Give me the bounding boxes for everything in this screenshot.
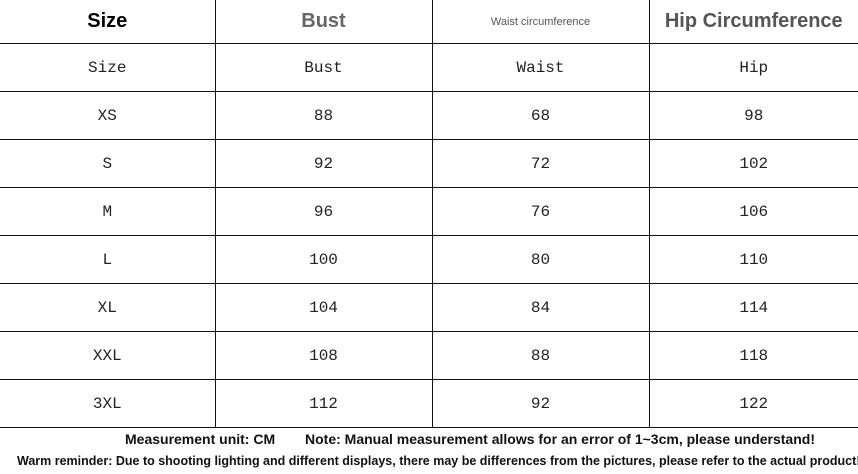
column-header: Bust <box>214 43 433 92</box>
table-cell: 92 <box>214 139 433 188</box>
header-size: Size <box>0 0 216 44</box>
table-row: XS 88 68 98 <box>0 91 858 140</box>
table-cell: XXL <box>0 331 216 380</box>
column-header-row: Size Bust Waist Hip <box>0 43 858 92</box>
table-cell: 88 <box>214 91 433 140</box>
table-cell: 3XL <box>0 379 216 428</box>
table-cell: 96 <box>214 187 433 236</box>
header-hip: Hip Circumference <box>648 0 858 44</box>
table-cell: 80 <box>431 235 650 284</box>
table-cell: 102 <box>648 139 858 188</box>
table-cell: 84 <box>431 283 650 332</box>
table-row: M 96 76 106 <box>0 187 858 236</box>
table-cell: XS <box>0 91 216 140</box>
title-header-row: Size Bust Waist circumference Hip Circum… <box>0 0 858 44</box>
measurement-unit: Measurement unit: CM <box>125 431 276 447</box>
table-cell: 92 <box>431 379 650 428</box>
table-cell: 122 <box>648 379 858 428</box>
table-cell: 100 <box>214 235 433 284</box>
table-cell: 72 <box>431 139 650 188</box>
table-cell: 118 <box>648 331 858 380</box>
table-cell: L <box>0 235 216 284</box>
size-chart-table: Size Bust Waist circumference Hip Circum… <box>0 0 858 428</box>
header-waist: Waist circumference <box>431 0 650 44</box>
table-cell: 76 <box>431 187 650 236</box>
table-cell: 104 <box>214 283 433 332</box>
header-bust: Bust <box>214 0 433 44</box>
column-header: Hip <box>648 43 858 92</box>
table-cell: 108 <box>214 331 433 380</box>
table-row: S 92 72 102 <box>0 139 858 188</box>
column-header: Size <box>0 43 216 92</box>
table-cell: S <box>0 139 216 188</box>
measurement-note: Note: Manual measurement allows for an e… <box>305 431 815 447</box>
table-cell: 110 <box>648 235 858 284</box>
table-cell: 114 <box>648 283 858 332</box>
table-row: L 100 80 110 <box>0 235 858 284</box>
table-cell: 106 <box>648 187 858 236</box>
table-cell: 112 <box>214 379 433 428</box>
table-row: 3XL 112 92 122 <box>0 379 858 428</box>
warm-reminder: Warm reminder: Due to shooting lighting … <box>17 454 858 468</box>
table-cell: M <box>0 187 216 236</box>
column-header: Waist <box>431 43 650 92</box>
table-cell: 68 <box>431 91 650 140</box>
table-row: XXL 108 88 118 <box>0 331 858 380</box>
table-cell: 98 <box>648 91 858 140</box>
table-cell: 88 <box>431 331 650 380</box>
table-cell: XL <box>0 283 216 332</box>
table-row: XL 104 84 114 <box>0 283 858 332</box>
